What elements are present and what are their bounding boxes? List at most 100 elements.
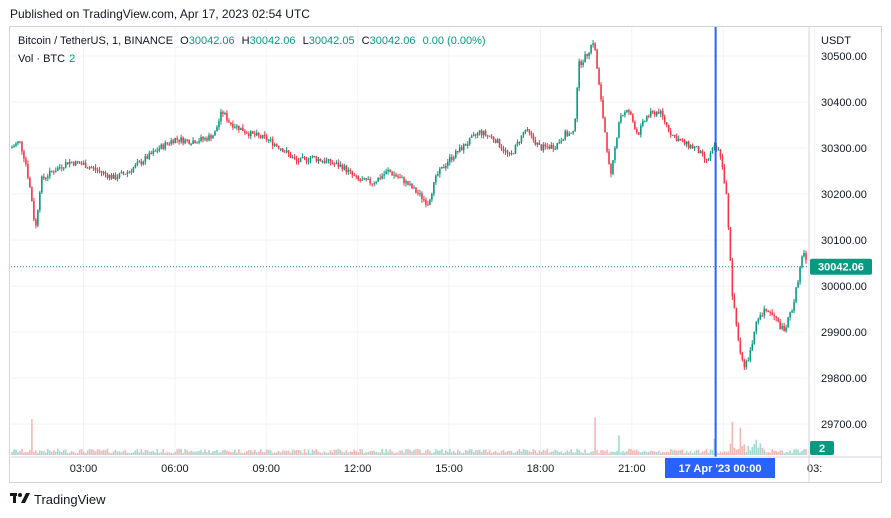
x-tick-label: 18:00	[527, 463, 555, 475]
volume-bar	[234, 449, 236, 455]
volume-bar	[222, 450, 224, 455]
candle-body	[498, 139, 501, 148]
candle-body	[496, 139, 499, 143]
volume-bar	[749, 450, 752, 455]
candle-body	[717, 149, 720, 151]
volume-bar	[371, 450, 373, 455]
candle-body	[70, 161, 73, 163]
volume-bar	[441, 448, 443, 455]
volume-bar	[759, 443, 762, 455]
candle-body	[411, 183, 413, 189]
candle-body	[271, 139, 274, 146]
volume-bar	[476, 450, 479, 455]
volume-bar	[383, 452, 385, 455]
volume-bar	[327, 452, 330, 455]
candle-body	[222, 111, 224, 114]
x-tick-label: 09:00	[253, 463, 281, 475]
volume-bar	[805, 448, 807, 455]
volume-bar	[602, 450, 604, 455]
candle-body	[174, 138, 176, 144]
candle-body	[771, 312, 773, 316]
candle-body	[293, 157, 296, 159]
candle-body	[574, 118, 576, 132]
price-candles	[11, 39, 807, 371]
volume-bar	[271, 452, 274, 455]
volume-bar	[66, 453, 69, 455]
x-tick-label: 06:00	[161, 463, 189, 475]
candle-body	[50, 170, 53, 172]
candle-body	[391, 172, 393, 176]
candle-body	[88, 167, 91, 169]
candle-body	[331, 163, 334, 165]
candle-body	[548, 146, 551, 149]
candle-body	[671, 134, 674, 136]
candle-body	[126, 172, 129, 174]
candle-body	[665, 122, 668, 125]
candle-body	[138, 161, 141, 163]
candle-body	[657, 111, 660, 114]
candle-body	[148, 152, 151, 159]
volume-bar	[705, 448, 708, 455]
volume-bar	[357, 452, 360, 455]
candle-body	[554, 148, 557, 150]
candle-body	[502, 149, 505, 152]
candle-body	[427, 204, 429, 206]
candle-body	[552, 145, 555, 149]
candle-body	[289, 153, 292, 158]
candle-body	[460, 147, 463, 151]
volume-bar	[11, 452, 13, 455]
candle-body	[588, 52, 590, 57]
volume-bar	[468, 449, 471, 455]
y-tick-label: 29900.00	[821, 327, 867, 339]
volume-bar	[138, 452, 141, 455]
candle-body	[106, 174, 109, 178]
candle-body	[504, 150, 507, 152]
candle-body	[375, 181, 377, 184]
volume-bar	[743, 444, 746, 455]
volume-bar	[305, 452, 308, 455]
volume-bar	[112, 451, 115, 455]
volume-bar	[733, 447, 736, 455]
candle-body	[536, 142, 539, 145]
candle-body	[74, 161, 77, 166]
candle-body	[128, 171, 131, 173]
volume-bar	[745, 451, 748, 455]
tradingview-logo[interactable]: TradingView	[10, 492, 106, 507]
candle-body	[357, 176, 360, 180]
currency-label: USDT	[821, 35, 851, 47]
y-tick-label: 30300.00	[821, 143, 867, 155]
chart-frame[interactable]	[9, 26, 882, 483]
candle-body	[383, 174, 385, 176]
candle-body	[431, 193, 433, 200]
candle-body	[299, 157, 302, 162]
candle-body	[693, 146, 696, 149]
volume-bar	[429, 450, 431, 455]
candle-body	[381, 175, 383, 179]
candle-body	[134, 164, 137, 168]
candle-body	[202, 136, 204, 140]
volume-bar	[140, 448, 143, 455]
volume-bar	[546, 448, 549, 455]
volume-bar	[496, 452, 499, 455]
candle-body	[156, 150, 159, 152]
candle-body	[707, 158, 710, 160]
volume-bar	[659, 452, 662, 455]
candle-body	[230, 122, 232, 125]
volume-bar	[502, 449, 505, 455]
volume-bar	[289, 452, 292, 455]
candle-body	[198, 140, 200, 143]
volume-bar	[564, 452, 567, 455]
volume-bar	[777, 451, 779, 455]
candle-body	[568, 133, 570, 136]
candle-body	[277, 146, 280, 149]
candle-body	[651, 111, 654, 113]
volume-bar	[347, 452, 350, 455]
candle-body	[15, 143, 17, 146]
candle-body	[767, 310, 769, 312]
candle-body	[166, 142, 169, 144]
candle-body	[697, 146, 700, 154]
candle-body	[132, 167, 135, 172]
candle-body	[379, 177, 381, 179]
volume-bar	[226, 450, 228, 455]
